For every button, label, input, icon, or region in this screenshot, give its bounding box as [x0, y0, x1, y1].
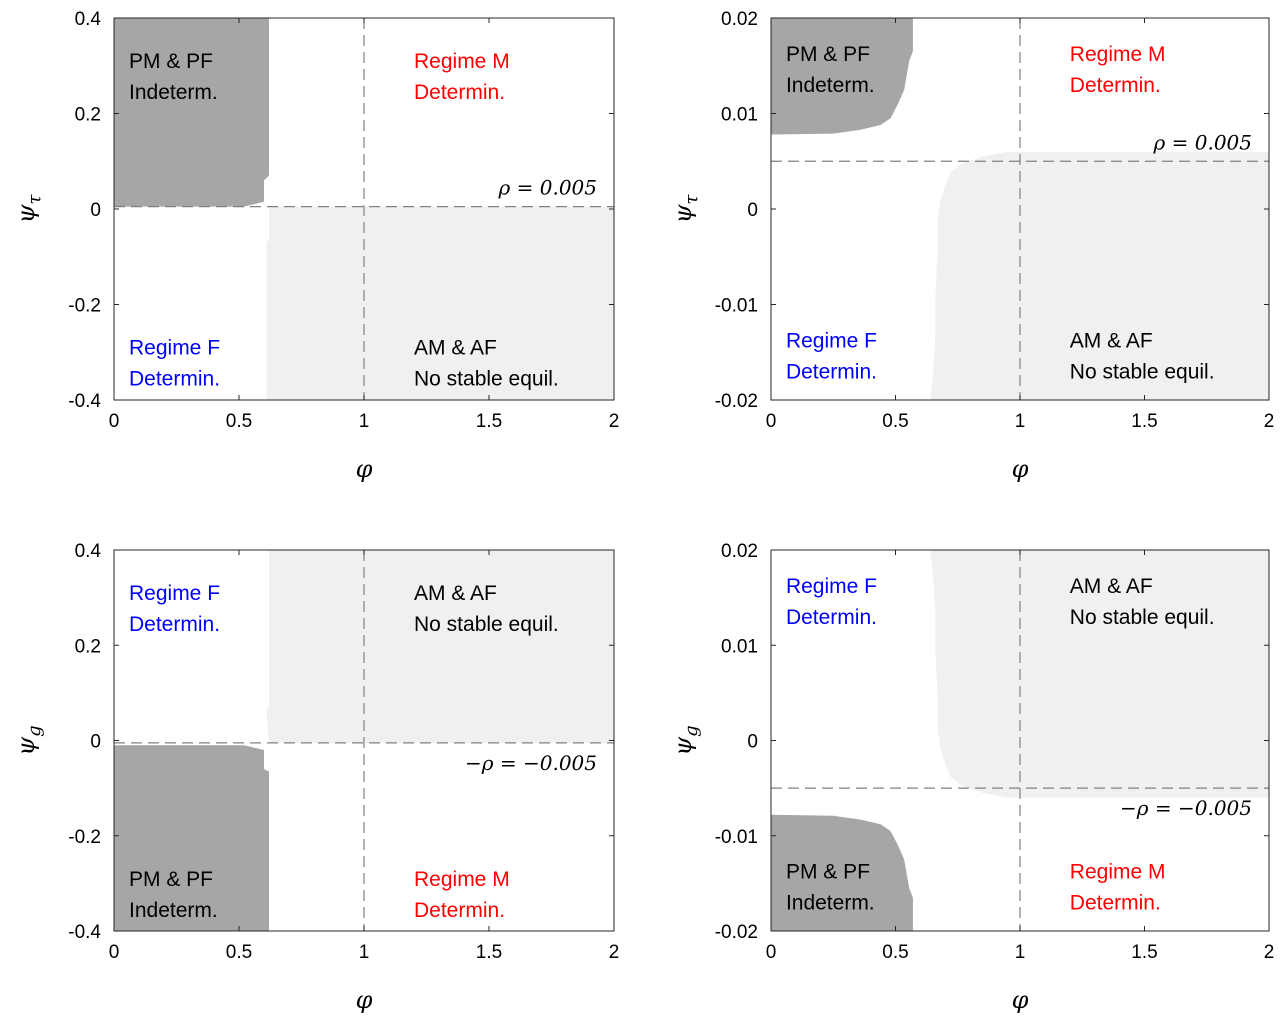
x-axis-label: φ [1012, 455, 1029, 483]
y-tick-label: 0 [747, 732, 758, 753]
x-tick-label: 0 [109, 942, 120, 963]
region-am-af [266, 206, 614, 400]
chart-panel-4: −ρ = −0.005 Regime F Determin. AM & AF No st… [669, 541, 1274, 1014]
chart-panel-2: ρ = 0.005 PM & PF Indeterm. Regime M Determi… [669, 9, 1274, 483]
region-label-regime-m: Regime M Determin. [1070, 861, 1166, 915]
x-tick-label: 1 [359, 411, 370, 432]
y-axis-label: ψτ [669, 194, 702, 224]
region-label-pm-pf: PM & PF Indeterm. [786, 861, 875, 915]
region-pm-pf [114, 745, 269, 931]
region-label-regime-m: Regime M Determin. [414, 50, 510, 104]
y-tick-label: 0 [90, 200, 101, 221]
x-tick-label: 1.5 [1131, 942, 1157, 963]
region-am-af [930, 151, 1269, 400]
x-axis-label: φ [356, 986, 373, 1014]
y-tick-label: -0.01 [715, 827, 758, 848]
region-label-am-af: AM & AF No stable equil. [1070, 575, 1215, 629]
regions [771, 18, 1269, 400]
region-label-pm-pf: PM & PF Indeterm. [786, 43, 875, 97]
y-tick-label: -0.4 [68, 922, 101, 943]
x-tick-label: 1.5 [476, 942, 502, 963]
guide-label: ρ = 0.005 [498, 176, 598, 200]
chart-panel-1: ρ = 0.005 PM & PF Indeterm. Regime M Determi… [12, 9, 619, 483]
region-label-regime-m: Regime M Determin. [1070, 43, 1166, 97]
y-tick-label: -0.2 [68, 827, 101, 848]
guide-label: ρ = 0.005 [1153, 130, 1253, 154]
x-tick-label: 0 [766, 411, 777, 432]
y-tick-label: 0.02 [721, 9, 758, 30]
guide-label: −ρ = −0.005 [465, 751, 597, 775]
region-pm-pf [771, 814, 913, 931]
region-label-regime-f: Regime F Determin. [129, 582, 220, 636]
x-tick-label: 2 [1264, 942, 1275, 963]
region-label-regime-f: Regime F Determin. [786, 329, 877, 383]
y-axis-label: ψg [12, 725, 45, 755]
region-pm-pf [771, 18, 913, 135]
x-tick-label: 0.5 [882, 942, 908, 963]
x-tick-label: 0.5 [226, 411, 252, 432]
region-label-am-af: AM & AF No stable equil. [414, 582, 559, 636]
x-tick-label: 0 [766, 942, 777, 963]
region-label-regime-f: Regime F Determin. [786, 575, 877, 629]
region-label-pm-pf: PM & PF Indeterm. [129, 50, 218, 104]
x-tick-label: 1.5 [1131, 411, 1157, 432]
x-tick-label: 0.5 [882, 411, 908, 432]
y-axis-label: ψg [669, 725, 702, 755]
x-tick-label: 1 [1015, 942, 1026, 963]
x-tick-label: 1 [1015, 411, 1026, 432]
y-tick-label: -0.01 [715, 296, 758, 317]
guide-label: −ρ = −0.005 [1120, 796, 1252, 820]
region-label-am-af: AM & AF No stable equil. [1070, 329, 1215, 383]
regions [114, 550, 614, 931]
region-am-af [930, 550, 1269, 798]
y-tick-label: 0.2 [75, 636, 101, 657]
y-tick-label: -0.4 [68, 391, 101, 412]
x-tick-label: 2 [609, 942, 620, 963]
y-tick-label: -0.2 [68, 296, 101, 317]
regions [771, 550, 1269, 931]
x-tick-label: 2 [1264, 411, 1275, 432]
x-tick-label: 0.5 [226, 942, 252, 963]
x-axis-label: φ [356, 455, 373, 483]
region-label-regime-m: Regime M Determin. [414, 868, 510, 922]
region-label-regime-f: Regime F Determin. [129, 337, 220, 391]
x-tick-label: 1 [359, 942, 370, 963]
y-tick-label: 0.01 [721, 636, 758, 657]
y-tick-label: 0.2 [75, 105, 101, 126]
x-tick-label: 1.5 [476, 411, 502, 432]
y-tick-label: 0.4 [75, 541, 102, 562]
y-tick-label: 0.01 [721, 105, 758, 126]
chart-panel-3: −ρ = −0.005 Regime F Determin. AM & AF No st… [12, 541, 619, 1014]
x-tick-label: 2 [609, 411, 620, 432]
y-tick-label: 0.4 [75, 9, 102, 30]
y-tick-label: -0.02 [715, 922, 758, 943]
y-tick-label: -0.02 [715, 391, 758, 412]
y-tick-label: 0.02 [721, 541, 758, 562]
region-label-pm-pf: PM & PF Indeterm. [129, 868, 218, 922]
x-tick-label: 0 [109, 411, 120, 432]
y-tick-label: 0 [747, 200, 758, 221]
region-label-am-af: AM & AF No stable equil. [414, 337, 559, 391]
y-axis-label: ψτ [12, 194, 45, 224]
region-pm-pf [114, 18, 269, 207]
x-axis-label: φ [1012, 986, 1029, 1014]
region-am-af [266, 550, 614, 743]
y-tick-label: 0 [90, 732, 101, 753]
regions [114, 18, 614, 400]
